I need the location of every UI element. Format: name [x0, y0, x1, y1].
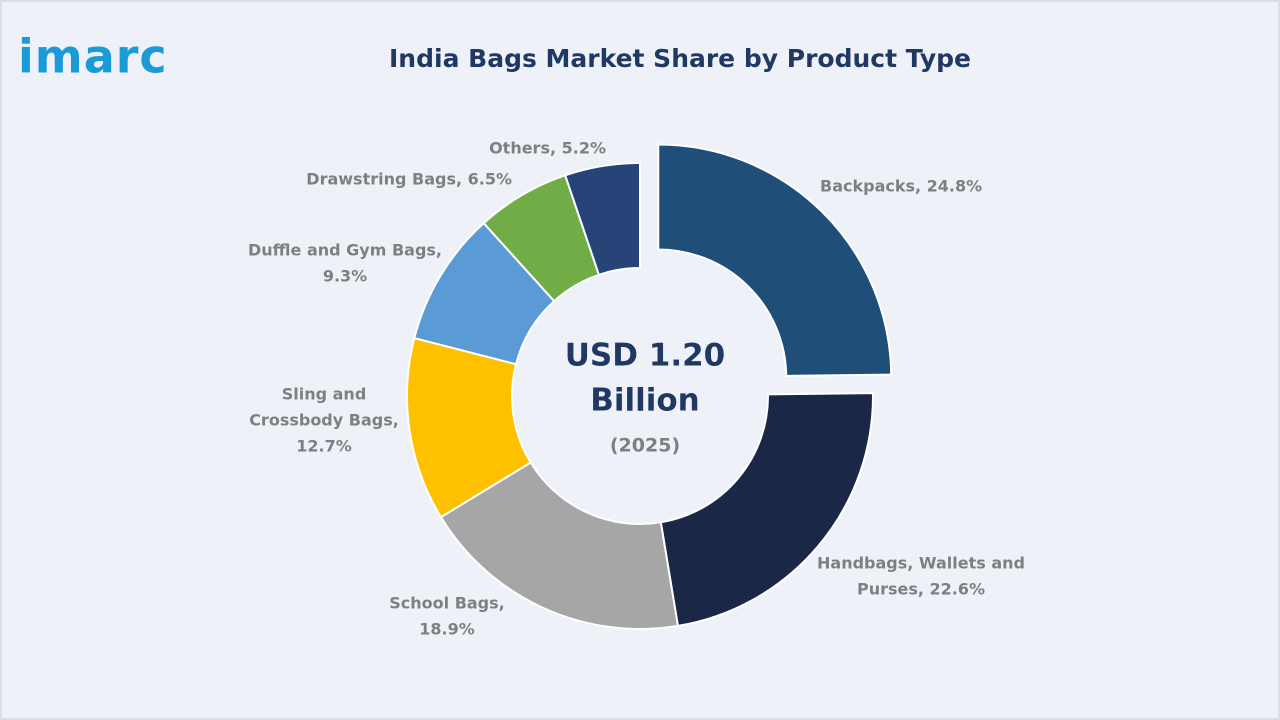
- donut-slice: [563, 161, 641, 277]
- donut-slice: [439, 461, 680, 630]
- data-label: Crossbody Bags,: [249, 411, 399, 430]
- data-label: 12.7%: [296, 437, 352, 456]
- data-label: Handbags, Wallets and: [817, 554, 1025, 573]
- data-label: Duffle and Gym Bags,: [248, 241, 442, 260]
- data-label: 18.9%: [419, 620, 475, 639]
- center-label: Billion: [590, 383, 700, 419]
- data-label: School Bags,: [389, 594, 504, 613]
- labels: Backpacks, 24.8% Handbags, Wallets and Pur…: [248, 139, 1025, 639]
- center-sublabel: (2025): [610, 435, 680, 457]
- data-label: Drawstring Bags, 6.5%: [306, 170, 512, 189]
- donut-slice: [659, 392, 874, 628]
- data-label: Backpacks, 24.8%: [820, 177, 982, 196]
- logo: imarc: [18, 30, 168, 84]
- data-label: Purses, 22.6%: [857, 580, 985, 599]
- data-label: Sling and: [282, 385, 367, 404]
- chart-title: India Bags Market Share by Product Type: [389, 44, 971, 73]
- donut-slice: [657, 143, 893, 377]
- data-label: Others, 5.2%: [489, 139, 606, 158]
- center-label: USD 1.20: [565, 338, 726, 374]
- data-label: 9.3%: [323, 267, 367, 286]
- slices: [406, 143, 893, 630]
